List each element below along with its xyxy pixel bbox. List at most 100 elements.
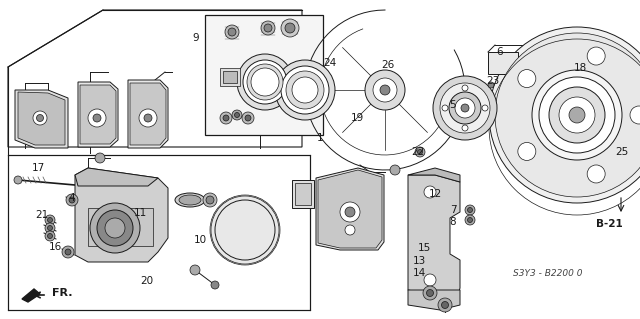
Circle shape: [247, 64, 283, 100]
Text: B-21: B-21: [596, 219, 623, 229]
Circle shape: [449, 92, 481, 124]
Polygon shape: [18, 92, 65, 145]
Circle shape: [518, 70, 536, 87]
Text: 17: 17: [31, 163, 45, 173]
Circle shape: [455, 98, 475, 118]
Circle shape: [532, 70, 622, 160]
Circle shape: [33, 111, 47, 125]
Circle shape: [69, 197, 75, 203]
Circle shape: [281, 66, 329, 114]
Polygon shape: [408, 290, 460, 310]
Text: 12: 12: [428, 189, 442, 199]
Circle shape: [139, 109, 157, 127]
Circle shape: [211, 281, 219, 289]
Circle shape: [489, 27, 640, 203]
Text: 21: 21: [35, 210, 49, 220]
Polygon shape: [130, 83, 166, 145]
Polygon shape: [78, 82, 118, 147]
Text: 10: 10: [193, 235, 207, 245]
Circle shape: [286, 71, 324, 109]
Circle shape: [47, 226, 52, 231]
Circle shape: [518, 143, 536, 160]
Bar: [295, 183, 311, 205]
Circle shape: [225, 25, 239, 39]
Circle shape: [285, 23, 295, 33]
Circle shape: [203, 193, 217, 207]
Circle shape: [373, 78, 397, 102]
Text: 6: 6: [497, 47, 503, 57]
Circle shape: [223, 115, 229, 121]
Text: 23: 23: [486, 76, 500, 86]
Polygon shape: [75, 168, 158, 186]
Bar: [292, 180, 314, 208]
Circle shape: [424, 274, 436, 286]
Text: 25: 25: [616, 147, 628, 157]
Text: 16: 16: [49, 242, 61, 252]
Circle shape: [461, 104, 469, 112]
Circle shape: [417, 150, 422, 154]
Ellipse shape: [179, 195, 201, 205]
Circle shape: [495, 33, 640, 197]
Circle shape: [281, 19, 299, 37]
Circle shape: [243, 60, 287, 104]
Text: FR.: FR.: [52, 288, 72, 298]
Circle shape: [206, 196, 214, 204]
Polygon shape: [318, 170, 382, 248]
Polygon shape: [22, 289, 40, 302]
Circle shape: [47, 218, 52, 222]
Text: 26: 26: [381, 60, 395, 70]
Text: 22: 22: [412, 147, 424, 157]
Bar: [488, 52, 518, 74]
Circle shape: [569, 107, 585, 123]
Circle shape: [390, 165, 400, 175]
Circle shape: [234, 113, 239, 117]
Bar: [205, 15, 323, 135]
Bar: [223, 71, 237, 83]
Text: 15: 15: [417, 243, 431, 253]
Circle shape: [539, 77, 615, 153]
Circle shape: [47, 234, 52, 239]
Circle shape: [440, 83, 490, 133]
Text: S3Y3 - B2200 0: S3Y3 - B2200 0: [513, 269, 583, 278]
Bar: [88, 208, 153, 246]
Circle shape: [97, 210, 133, 246]
Text: 13: 13: [412, 256, 426, 266]
Circle shape: [345, 225, 355, 235]
Circle shape: [90, 203, 140, 253]
Circle shape: [549, 87, 605, 143]
Circle shape: [45, 231, 55, 241]
Circle shape: [105, 218, 125, 238]
Circle shape: [65, 249, 71, 255]
Circle shape: [275, 60, 335, 120]
Circle shape: [630, 106, 640, 124]
Text: 4: 4: [68, 193, 76, 203]
Circle shape: [465, 205, 475, 215]
Circle shape: [264, 24, 272, 32]
Circle shape: [424, 186, 436, 198]
Text: 5: 5: [449, 100, 455, 110]
Circle shape: [433, 76, 497, 140]
Text: 18: 18: [573, 63, 587, 73]
Text: 24: 24: [323, 58, 337, 68]
Circle shape: [415, 147, 425, 157]
Polygon shape: [75, 168, 168, 262]
Circle shape: [587, 165, 605, 183]
Circle shape: [217, 202, 273, 258]
Circle shape: [225, 210, 265, 250]
Circle shape: [559, 97, 595, 133]
Text: 9: 9: [193, 33, 199, 43]
Circle shape: [423, 286, 437, 300]
Circle shape: [62, 246, 74, 258]
Circle shape: [365, 70, 405, 110]
Circle shape: [232, 110, 242, 120]
Circle shape: [36, 115, 44, 122]
Circle shape: [482, 105, 488, 111]
Polygon shape: [408, 175, 460, 295]
Circle shape: [237, 54, 293, 110]
Text: 14: 14: [412, 268, 426, 278]
Ellipse shape: [175, 193, 205, 207]
Circle shape: [88, 109, 106, 127]
Circle shape: [462, 125, 468, 131]
Text: 7: 7: [450, 205, 456, 215]
Circle shape: [438, 298, 452, 312]
